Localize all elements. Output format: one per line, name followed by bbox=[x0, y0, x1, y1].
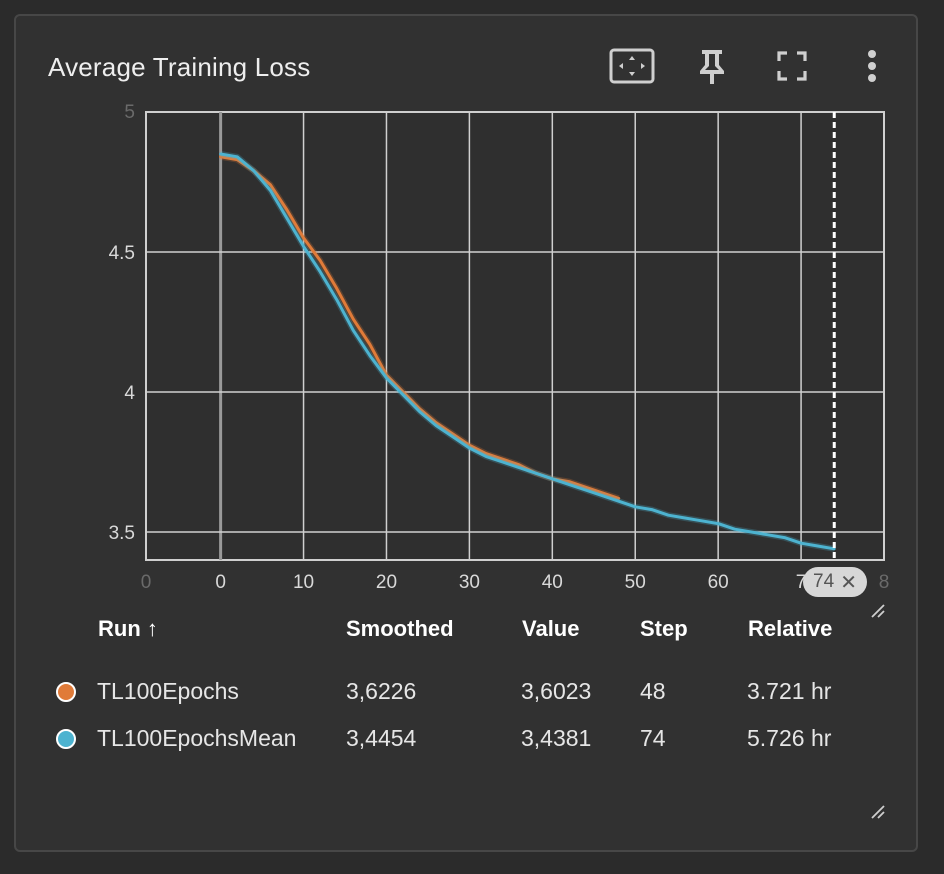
step-value: 74 bbox=[640, 725, 666, 751]
column-header-smoothed[interactable]: Smoothed bbox=[346, 616, 454, 641]
hover-step-value: 74 bbox=[813, 571, 835, 592]
fullscreen-icon bbox=[777, 51, 807, 81]
resize-handle-icon[interactable] bbox=[870, 804, 886, 820]
x-tick-label: 0 bbox=[141, 572, 152, 593]
raw-value: 3,4381 bbox=[521, 725, 592, 751]
fit-to-data-icon bbox=[609, 48, 655, 84]
x-tick-label: 0 bbox=[215, 572, 226, 593]
chart-title: Average Training Loss bbox=[48, 52, 311, 82]
column-header-relative[interactable]: Relative bbox=[748, 616, 833, 641]
relative-time: 5.726 hr bbox=[747, 725, 832, 751]
x-tick-label: 7 bbox=[796, 572, 807, 593]
relative-time: 3.721 hr bbox=[747, 678, 832, 704]
more-vert-icon bbox=[868, 50, 876, 82]
x-tick-label: 20 bbox=[376, 572, 397, 593]
y-tick-label: 4 bbox=[124, 383, 135, 404]
pin-button[interactable] bbox=[692, 46, 732, 86]
close-icon[interactable]: ✕ bbox=[840, 571, 857, 594]
x-tick-label: 30 bbox=[459, 572, 480, 593]
resize-handle-icon[interactable] bbox=[870, 603, 886, 619]
x-tick-label: 60 bbox=[708, 572, 729, 593]
x-tick-label: 10 bbox=[293, 572, 314, 593]
y-tick-label: 4.5 bbox=[109, 243, 135, 264]
run-color-swatch bbox=[56, 729, 76, 749]
column-header-step[interactable]: Step bbox=[640, 616, 688, 641]
y-tick-label: 3.5 bbox=[109, 523, 135, 544]
hover-step-badge[interactable]: 74 ✕ bbox=[803, 567, 867, 597]
x-tick-label: 8 bbox=[879, 572, 890, 593]
fit-to-data-button[interactable] bbox=[608, 46, 656, 86]
series-line[interactable] bbox=[219, 152, 836, 551]
run-color-swatch bbox=[56, 682, 76, 702]
column-header-value[interactable]: Value bbox=[522, 616, 580, 641]
smoothed-value: 3,4454 bbox=[346, 725, 417, 751]
smoothed-value: 3,6226 bbox=[346, 678, 417, 704]
more-options-button[interactable] bbox=[852, 46, 892, 86]
y-tick-label: 5 bbox=[124, 102, 135, 123]
step-value: 48 bbox=[640, 678, 666, 704]
raw-value: 3,6023 bbox=[521, 678, 592, 704]
column-header-run[interactable]: Run ↑ bbox=[98, 616, 158, 641]
plot-area bbox=[145, 111, 885, 561]
fullscreen-button[interactable] bbox=[772, 46, 812, 86]
x-tick-label: 40 bbox=[542, 572, 563, 593]
pin-icon bbox=[700, 50, 724, 84]
run-name: TL100EpochsMean bbox=[97, 725, 297, 751]
x-tick-label: 50 bbox=[625, 572, 646, 593]
run-name: TL100Epochs bbox=[97, 678, 239, 704]
